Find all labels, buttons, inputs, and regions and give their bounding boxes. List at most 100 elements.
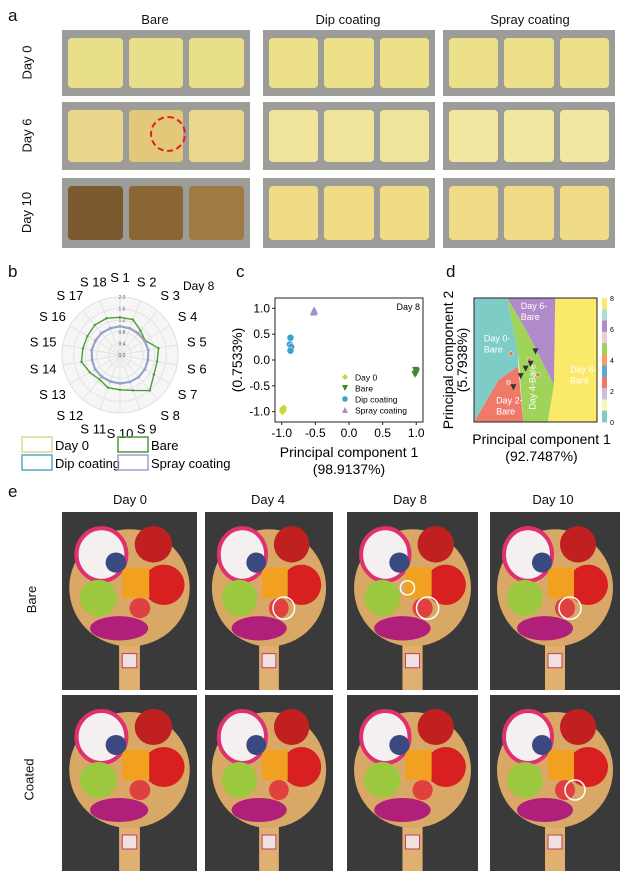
photo-cubes: [443, 102, 615, 170]
fruit-cube: [68, 186, 123, 240]
radar-point: [137, 332, 140, 335]
legend-label: Dip coating: [355, 395, 398, 405]
photo-fruit-platter: [62, 695, 197, 871]
data-point: [535, 372, 541, 378]
mango: [405, 750, 432, 780]
logo-stamp: [261, 834, 277, 850]
panel-label-e: e: [8, 482, 18, 501]
mango: [548, 567, 574, 598]
tomatoes: [281, 564, 322, 606]
chart-annotation: Day 8: [396, 302, 420, 312]
fruit-cube: [324, 186, 374, 240]
region-label: Day 4-Bare: [528, 364, 538, 410]
radar-axis-label: S 6: [187, 362, 207, 377]
radar-axis-label: S 5: [187, 334, 207, 349]
blueberries: [105, 735, 127, 755]
row-label-coated: Coated: [21, 758, 37, 801]
fruit-cube: [449, 186, 499, 240]
col-header-day10: Day 10: [532, 492, 574, 507]
tomatoes: [281, 747, 322, 787]
radar-axis-label: S 16: [39, 309, 66, 324]
green-grapes: [221, 579, 258, 617]
y-tick-label: 0.5: [253, 327, 270, 341]
blueberries: [105, 552, 127, 573]
radar-point: [86, 334, 89, 338]
grapes: [417, 526, 454, 563]
radar-point: [105, 317, 108, 320]
radar-point: [152, 373, 156, 376]
x-tick-label: 0.5: [374, 426, 391, 440]
platter-illustration: [354, 709, 471, 871]
radar-axis-label: S 18: [80, 275, 107, 290]
radar-point: [147, 358, 150, 362]
fruit-cube: [379, 186, 429, 240]
radar-point: [143, 339, 147, 342]
colorbar-tick-label: 8: [610, 296, 614, 303]
fruit-cube: [504, 110, 554, 162]
grapes: [273, 526, 310, 563]
y-tick-label: 0.0: [253, 353, 270, 367]
highlight-circle: [564, 779, 586, 801]
colorbar-segment: [602, 354, 607, 367]
data-point: [517, 373, 524, 380]
mango: [405, 567, 432, 598]
y-tick-label: -0.5: [249, 379, 270, 393]
legend-label: Spray coating: [151, 456, 231, 471]
col-header-bare: Bare: [141, 12, 169, 27]
region-label: Day 6-Bare: [521, 301, 548, 322]
legend-marker: [341, 395, 349, 403]
colorbar-segment: [602, 320, 607, 333]
region-day6-bare: [507, 298, 556, 385]
x-axis-label: Principal component 1: [472, 431, 611, 447]
dragon-fruit-red: [374, 798, 431, 822]
radar-point: [80, 360, 83, 363]
fruit-cube: [269, 38, 319, 88]
fruit-cube: [449, 110, 499, 162]
legend-label: Spray coating: [355, 406, 407, 416]
fruit-cube: [449, 38, 499, 88]
blueberries: [532, 552, 552, 573]
colorbar-segment: [602, 410, 607, 423]
radar-chart: S 1 S 2S 3 S 4 S 5 S 6 S 7 S 8S 9S 10S 11S 12 S…: [21, 270, 231, 471]
tomatoes: [425, 747, 466, 787]
radar-point: [88, 371, 92, 374]
radar-axis-label: S 2: [137, 275, 157, 290]
colorbar-tick-label: 6: [610, 327, 614, 334]
row-label-day0: Day 0: [19, 45, 35, 80]
grapes: [273, 709, 310, 745]
platter-illustration: [497, 526, 613, 690]
region-day8-bare: [547, 298, 597, 422]
radar-point: [128, 326, 132, 330]
colorbar-segment: [602, 376, 607, 389]
plot-frame: [274, 297, 424, 423]
legend-marker: [342, 407, 348, 413]
colorbar-segment: [602, 388, 607, 400]
photo-cubes: [443, 30, 615, 96]
green-grapes: [507, 579, 543, 617]
radar-point: [143, 368, 147, 371]
photo-cubes: [263, 102, 435, 170]
dragon-fruit-red: [231, 616, 287, 641]
blueberries: [246, 735, 267, 755]
colorbar-segment: [602, 331, 607, 344]
x-axis-label-variance: (92.7487%): [505, 448, 577, 464]
data-point: [508, 351, 514, 357]
grapes: [417, 709, 454, 745]
radar-point: [147, 348, 150, 352]
tomatoes: [143, 564, 185, 606]
photo-cubes: [62, 30, 250, 96]
x-tick-label: -1.0: [271, 426, 292, 440]
fruit-cube: [324, 110, 374, 162]
x-tick-label: -0.5: [305, 426, 326, 440]
tomatoes: [143, 747, 185, 787]
strawberries: [555, 597, 575, 619]
row-label-day6: Day 6: [19, 118, 35, 153]
dragon-fruit-red: [90, 798, 149, 822]
radar-point: [98, 378, 101, 381]
radar-point: [157, 347, 160, 350]
grapes: [560, 709, 596, 745]
green-grapes: [79, 762, 118, 798]
dragon-fruit-red: [231, 798, 287, 822]
radar-point: [148, 389, 152, 392]
